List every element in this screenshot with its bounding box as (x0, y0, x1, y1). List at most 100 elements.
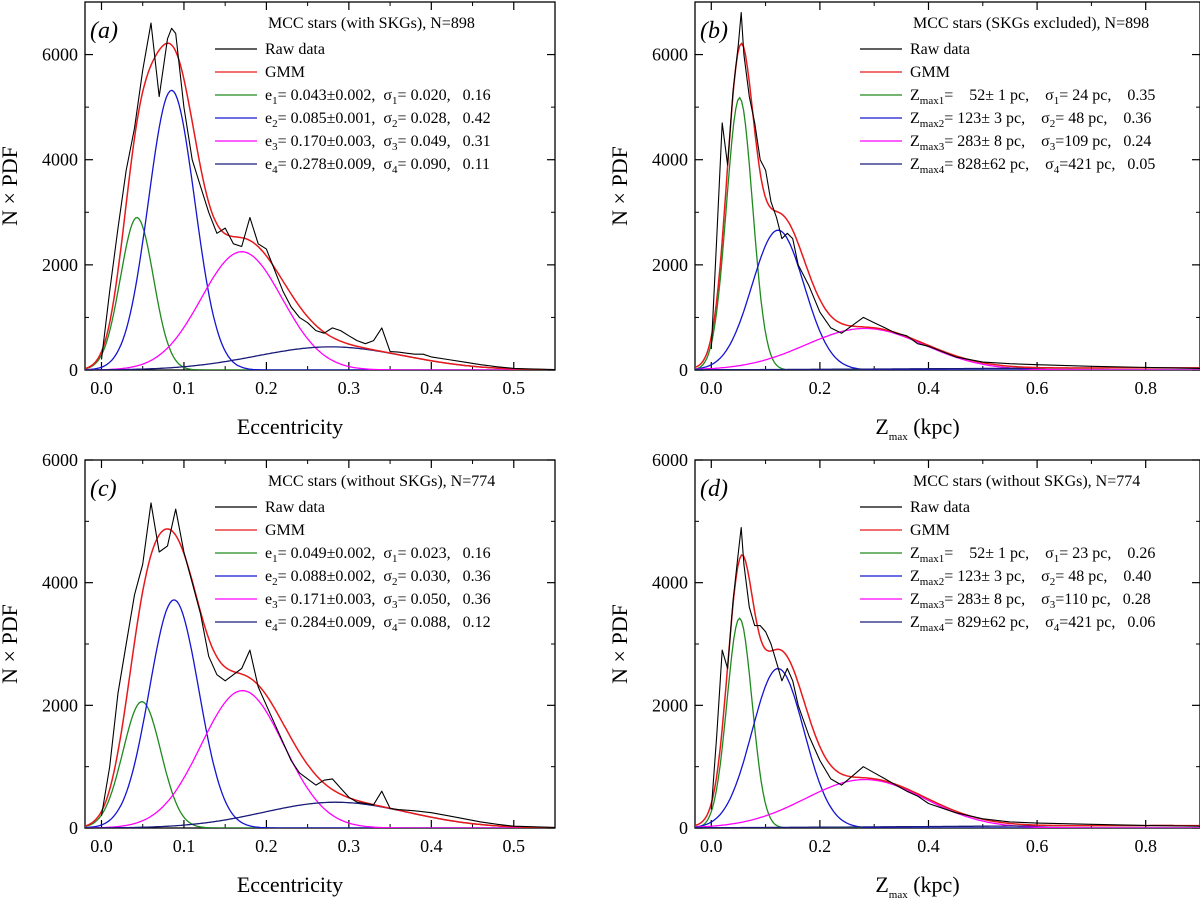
gmm-curve (85, 528, 555, 828)
legend-label-component-3: e3= 0.170±0.003, σ3= 0.049, 0.31 (265, 133, 491, 153)
x-axis-ticks: 0.0 0.1 0.2 0.3 0.4 0.5 (90, 460, 525, 856)
y-tick-label: 6000 (42, 450, 78, 470)
x-axis-label: Zmax (kpc) (875, 414, 959, 443)
x-tick-label: 0.4 (917, 378, 940, 398)
y-tick-label: 4000 (42, 573, 78, 593)
x-tick-label: 0.3 (338, 378, 361, 398)
gmm-curve (85, 42, 555, 370)
legend-label-component-4: Zmax4= 828±62 pc, σ4=421 pc, 0.05 (910, 156, 1155, 176)
legend: MCC stars (SKGs excluded), N=898 Raw dat… (860, 15, 1155, 176)
raw-data-curve (710, 526, 1200, 827)
legend-label-component-1: Zmax1= 52± 1 pc, σ1= 23 pc, 0.26 (910, 545, 1155, 565)
y-tick-label: 4000 (652, 573, 688, 593)
y-tick-label: 4000 (42, 150, 78, 170)
y-axis-label: N × PDF (0, 604, 22, 684)
legend-label-gmm: GMM (910, 64, 950, 81)
y-tick-label: 4000 (652, 150, 688, 170)
y-axis-label: N × PDF (607, 146, 632, 226)
curves (85, 502, 555, 828)
x-axis-label: Eccentricity (237, 414, 343, 439)
x-tick-label: 0.8 (1134, 378, 1157, 398)
raw-data-curve (100, 502, 555, 828)
legend: MCC stars (with SKGs), N=898 Raw data GM… (215, 15, 491, 176)
x-tick-label: 0.4 (420, 378, 443, 398)
y-axis-label: N × PDF (607, 604, 632, 684)
component-2-curve (695, 229, 1200, 370)
legend-label-component-2: e2= 0.085±0.001, σ2= 0.028, 0.42 (265, 110, 491, 130)
x-tick-label: 0.1 (173, 378, 196, 398)
x-axis-ticks: 0.0 0.2 0.4 0.6 0.8 (700, 2, 1157, 398)
y-tick-label: 2000 (42, 255, 78, 275)
y-axis-ticks: 0 2000 4000 6000 (652, 450, 1200, 838)
x-tick-label: 0.0 (90, 836, 113, 856)
legend-label-component-2: e2= 0.088±0.002, σ2= 0.030, 0.36 (265, 568, 491, 588)
y-axis-label: N × PDF (0, 146, 22, 226)
x-tick-label: 0.2 (809, 836, 832, 856)
component-2-curve (85, 599, 555, 828)
panel-d: 0.0 0.2 0.4 0.6 0.8 0 2000 4000 6000 (d) Zmax (… (607, 450, 1200, 901)
x-tick-label: 0.0 (90, 378, 113, 398)
x-tick-label: 0.5 (503, 836, 526, 856)
legend-label-component-3: Zmax3= 283± 8 pc, σ3=110 pc, 0.28 (910, 591, 1151, 611)
x-tick-label: 0.5 (503, 378, 526, 398)
component-2-curve (85, 89, 555, 370)
component-3-curve (85, 251, 555, 370)
legend-label-gmm: GMM (265, 64, 305, 81)
y-tick-label: 0 (69, 818, 78, 838)
y-tick-label: 2000 (652, 695, 688, 715)
component-3-curve (695, 778, 1200, 828)
legend-label-raw: Raw data (265, 499, 325, 516)
legend-label-component-3: e3= 0.171±0.003, σ3= 0.050, 0.36 (265, 591, 491, 611)
component-1-curve (85, 216, 555, 370)
x-axis-label: Zmax (kpc) (875, 872, 959, 901)
x-tick-label: 0.1 (173, 836, 196, 856)
panel-letter: (d) (700, 476, 728, 502)
legend-label-component-2: Zmax2= 123± 3 pc, σ2= 48 pc, 0.40 (910, 568, 1151, 588)
x-axis-ticks: 0.0 0.1 0.2 0.3 0.4 0.5 (90, 2, 525, 398)
legend-label-raw: Raw data (265, 41, 325, 58)
panel-letter: (a) (90, 18, 118, 44)
gmm-curve (695, 42, 1200, 369)
curves (85, 22, 555, 370)
y-axis-ticks: 0 2000 4000 6000 (652, 45, 1200, 380)
y-tick-label: 0 (679, 360, 688, 380)
raw-data-curve (100, 22, 555, 370)
component-3-curve (85, 689, 555, 828)
y-tick-label: 6000 (42, 45, 78, 65)
y-tick-label: 2000 (42, 695, 78, 715)
x-tick-label: 0.8 (1134, 836, 1157, 856)
y-tick-label: 0 (679, 818, 688, 838)
y-axis-ticks: 0 2000 4000 6000 (42, 45, 555, 380)
x-axis-ticks: 0.0 0.2 0.4 0.6 0.8 (700, 460, 1157, 856)
legend-label-raw: Raw data (910, 499, 970, 516)
legend-label-component-2: Zmax2= 123± 3 pc, σ2= 48 pc, 0.36 (910, 110, 1151, 130)
component-1-curve (85, 701, 555, 828)
legend-label-component-1: Zmax1= 52± 1 pc, σ1= 24 pc, 0.35 (910, 87, 1155, 107)
legend-label-component-4: e4= 0.284±0.009, σ4= 0.088, 0.12 (265, 614, 491, 634)
panel-letter: (c) (90, 476, 117, 502)
component-1-curve (695, 617, 1200, 828)
x-tick-label: 0.4 (917, 836, 940, 856)
x-tick-label: 0.0 (700, 836, 723, 856)
legend-title: MCC stars (SKGs excluded), N=898 (913, 15, 1149, 32)
legend-label-component-1: e1= 0.043±0.002, σ1= 0.020, 0.16 (265, 87, 491, 107)
legend-label-gmm: GMM (265, 522, 305, 539)
x-tick-label: 0.2 (809, 378, 832, 398)
gmm-curve (695, 554, 1200, 827)
legend: MCC stars (without SKGs), N=774 Raw data… (860, 473, 1155, 634)
legend-label-gmm: GMM (910, 522, 950, 539)
panel-b: 0.0 0.2 0.4 0.6 0.8 0 2000 4000 6000 (b) Zmax (… (607, 1, 1200, 443)
x-axis-label: Eccentricity (237, 872, 343, 897)
panel-c: 0.0 0.1 0.2 0.3 0.4 0.5 0 2000 4000 6000 (c) Ecc… (0, 450, 556, 897)
x-tick-label: 0.6 (1026, 836, 1049, 856)
x-tick-label: 0.2 (255, 836, 278, 856)
legend-label-raw: Raw data (910, 41, 970, 58)
legend-title: MCC stars (with SKGs), N=898 (268, 15, 475, 32)
legend-label-component-4: Zmax4= 829±62 pc, σ4=421 pc, 0.06 (910, 614, 1155, 634)
panel-letter: (b) (700, 18, 728, 44)
x-tick-label: 0.2 (255, 378, 278, 398)
curves (695, 526, 1200, 828)
x-tick-label: 0.3 (338, 836, 361, 856)
y-tick-label: 0 (69, 360, 78, 380)
